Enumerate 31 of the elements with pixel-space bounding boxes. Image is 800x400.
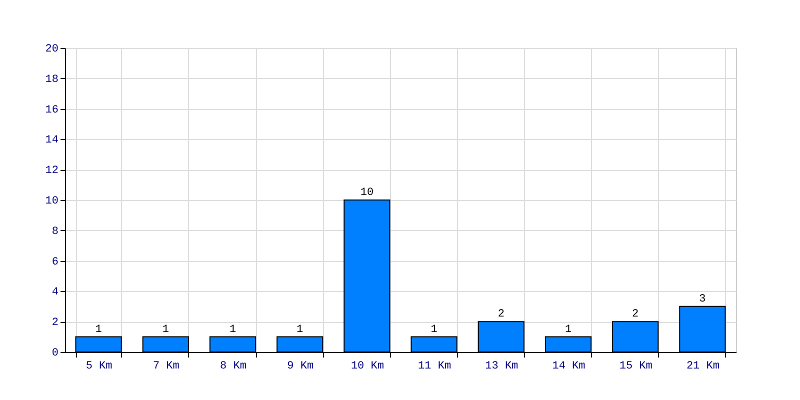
data-label: 1 [162,324,170,336]
x-tick-label: 13 Km [485,360,519,372]
x-tick-label: 10 Km [350,360,384,372]
x-tick-label: 8 Km [220,360,247,372]
y-tick-label: 4 [52,286,59,299]
y-tick-label: 12 [45,165,58,178]
data-label: 3 [699,293,706,306]
data-label: 1 [95,324,102,336]
y-tick-label: 0 [52,348,58,360]
data-label: 1 [430,324,438,336]
x-tick-label: 11 Km [418,360,452,372]
x-tick-label: 5 Km [86,360,113,372]
y-tick-label: 14 [45,134,59,147]
x-tick-label: 14 Km [552,360,586,372]
data-label: 1 [296,324,304,336]
y-tick-label: 10 [45,196,58,208]
y-tick-label: 8 [52,226,58,238]
y-tick-label: 20 [45,44,58,56]
y-tick-label: 6 [52,256,58,268]
x-tick-label: 7 Km [152,360,180,372]
data-label: 2 [498,308,504,321]
x-tick-label: 15 Km [619,360,653,372]
y-tick-label: 16 [45,104,58,116]
y-tick-label: 2 [52,317,58,330]
data-label: 10 [360,187,374,199]
y-tick-label: 18 [45,74,58,86]
x-tick-label: 9 Km [287,360,314,372]
data-label: 2 [632,308,639,321]
data-label: 1 [564,324,572,336]
data-label: 1 [229,324,236,336]
x-tick-label: 21 Km [686,360,720,372]
